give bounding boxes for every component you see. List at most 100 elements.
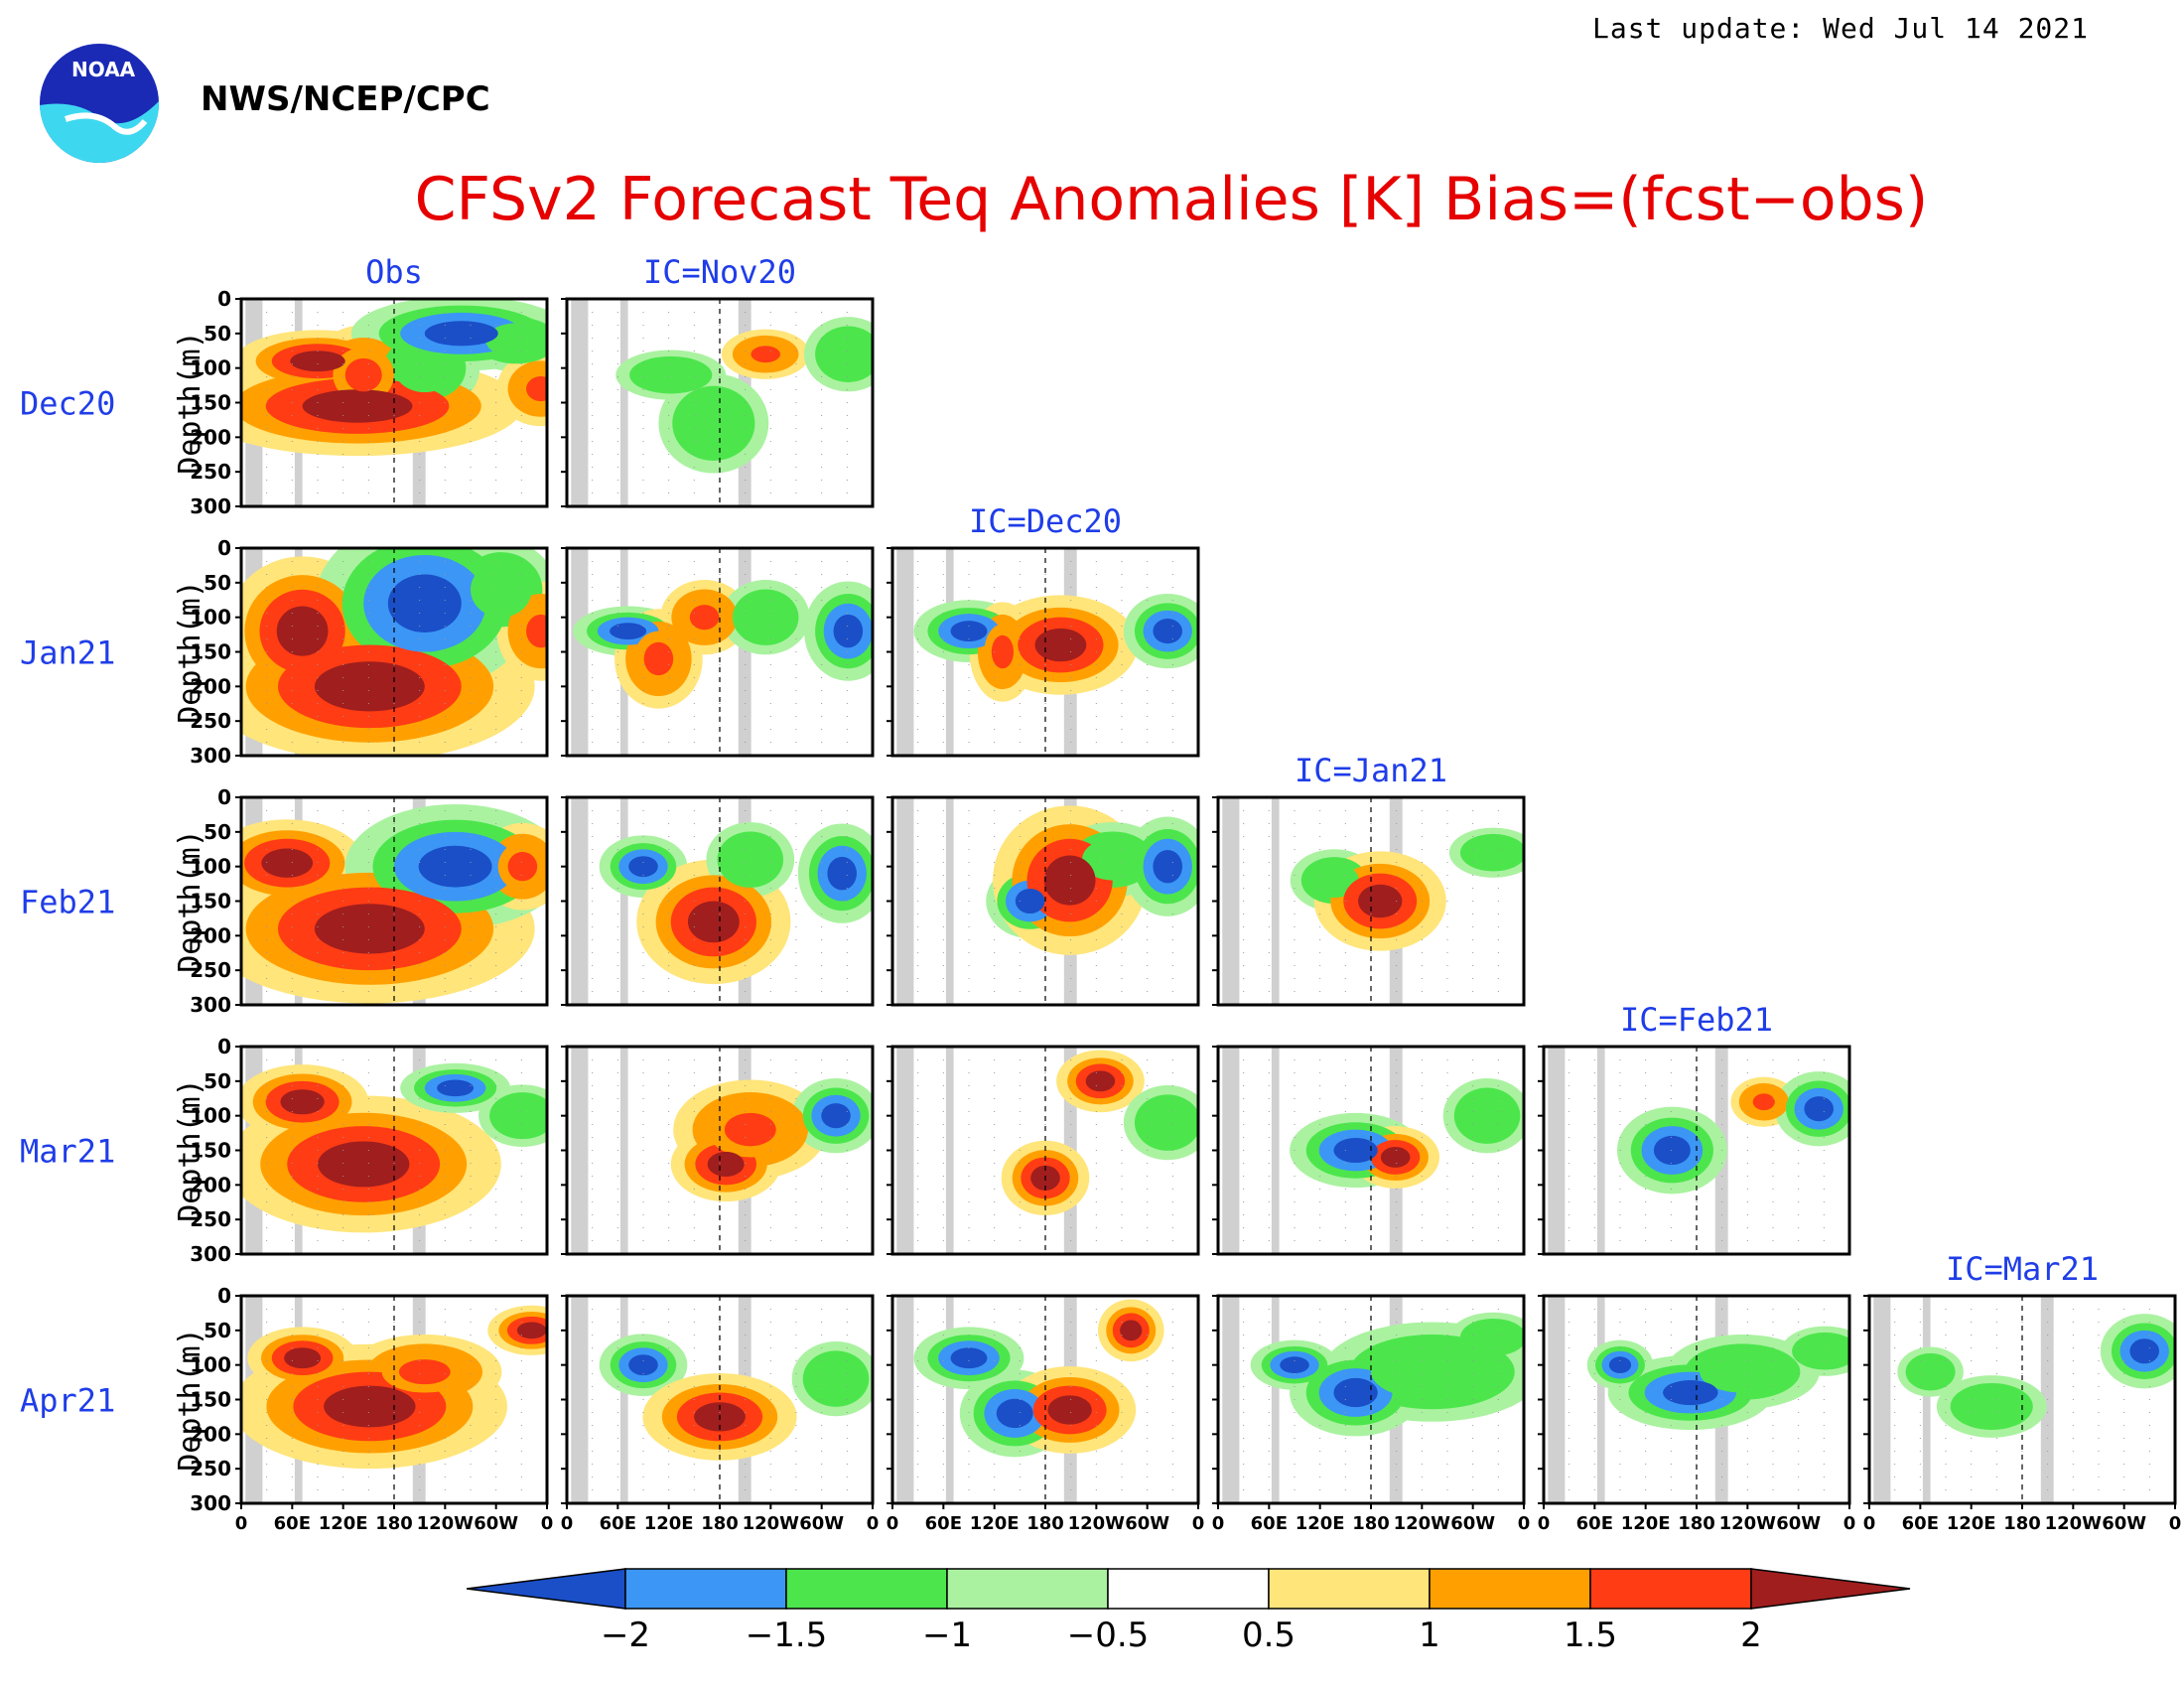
land-mask: [1222, 1047, 1240, 1254]
land-mask: [619, 797, 628, 1005]
x-tick-label: 60W: [1125, 1513, 1169, 1534]
y-tick-label: 50: [204, 1319, 231, 1342]
row-label: Apr21: [20, 1382, 115, 1420]
x-tick-label: 60E: [1902, 1513, 1939, 1534]
y-tick-label: 200: [190, 1422, 231, 1446]
anomaly-contour: [507, 852, 538, 882]
y-tick-label: 150: [190, 391, 231, 415]
panel: 0 50 100 150 200 250 300 Depth(m) 0 60E 120E 180 120…: [173, 1284, 553, 1534]
anomaly-contour: [1478, 844, 1508, 862]
anomaly-contour: [1395, 1354, 1469, 1389]
colorbar-swatch: [1268, 1568, 1431, 1610]
y-tick-label: 100: [190, 1104, 231, 1128]
anomaly-contour: [507, 1105, 538, 1127]
anomaly-contour: [387, 574, 462, 633]
x-tick-label: 0: [1212, 1513, 1225, 1534]
column-title: IC=Jan21: [1295, 752, 1447, 789]
land-mask: [1222, 1296, 1240, 1503]
anomaly-contour: [1085, 1070, 1116, 1092]
x-tick-label: 60W: [474, 1513, 518, 1534]
x-tick-label: 180: [2003, 1513, 2041, 1534]
anomaly-contour: [1810, 1342, 1841, 1360]
column-title: IC=Feb21: [1620, 1001, 1773, 1039]
colorbar-tick-label: 1: [1419, 1616, 1440, 1655]
anomaly-contour: [1380, 1147, 1411, 1168]
colorbar: −2 −1.5 −1 −0.5 0.5 1 1.5 2: [467, 1568, 1911, 1655]
land-mask: [1271, 1047, 1280, 1254]
panel: 0 60E 120E 180 120W 60W 0: [887, 1294, 1205, 1534]
anomaly-contour: [610, 623, 647, 639]
y-tick-label: 100: [190, 855, 231, 879]
land-mask: [1596, 1296, 1605, 1503]
colorbar-tick-label: −1: [922, 1616, 972, 1655]
x-tick-label: 60E: [925, 1513, 962, 1534]
y-tick-label: 150: [190, 1139, 231, 1163]
x-tick-label: 60E: [1251, 1513, 1288, 1534]
anomaly-contour: [996, 1398, 1033, 1429]
y-tick-label: 200: [190, 923, 231, 947]
anomaly-contour: [695, 406, 733, 441]
anomaly-contour: [1608, 1356, 1632, 1374]
y-tick-label: 300: [190, 494, 231, 518]
anomaly-contour: [751, 346, 780, 363]
anomaly-contour: [276, 606, 329, 656]
x-tick-label: 120W: [417, 1513, 475, 1534]
anomaly-contour: [1153, 849, 1182, 884]
land-mask: [1548, 1047, 1566, 1254]
anomaly-contour: [950, 621, 988, 642]
y-tick-label: 0: [217, 785, 231, 809]
column-title: IC=Dec20: [969, 502, 1122, 540]
land-mask: [619, 1296, 628, 1503]
x-tick-label: 60E: [274, 1513, 311, 1534]
panel: [561, 1045, 875, 1256]
x-tick-label: 0: [1192, 1513, 1205, 1534]
anomaly-contour: [1047, 1395, 1092, 1425]
column-title: IC=Mar21: [1946, 1250, 2099, 1288]
anomaly-contour: [1358, 884, 1403, 918]
anomaly-contour: [1752, 1093, 1775, 1111]
y-tick-label: 300: [190, 744, 231, 768]
x-tick-label: 60W: [799, 1513, 844, 1534]
anomaly-contour: [628, 1354, 658, 1376]
anomaly-contour: [302, 389, 413, 423]
land-mask: [571, 1296, 589, 1503]
colorbar-tick-label: 1.5: [1564, 1616, 1617, 1655]
panel: [1212, 1045, 1526, 1256]
land-mask: [945, 1047, 954, 1254]
panel: IC=Nov20: [561, 253, 875, 508]
colorbar-high-arrow: [1750, 1568, 1911, 1610]
land-mask: [1271, 797, 1280, 1005]
column-title: IC=Nov20: [643, 253, 796, 291]
anomaly-contour: [314, 661, 425, 712]
colorbar-tick-label: 2: [1740, 1616, 1762, 1655]
land-mask: [945, 1296, 954, 1503]
y-tick-label: 100: [190, 356, 231, 380]
panel: 0 50 100 150 200 250 300 Depth(m) Obs: [173, 253, 549, 518]
x-tick-label: 0: [1863, 1513, 1876, 1534]
land-mask: [896, 1047, 914, 1254]
y-tick-label: 150: [190, 890, 231, 914]
anomaly-contour: [652, 366, 690, 383]
colorbar-low-arrow: [467, 1568, 626, 1610]
x-tick-label: 120E: [1621, 1513, 1671, 1534]
x-tick-label: 0: [887, 1513, 899, 1534]
x-tick-label: 180: [1026, 1513, 1064, 1534]
anomaly-contour: [833, 614, 864, 648]
colorbar-swatch: [1429, 1568, 1591, 1610]
anomaly-contour: [1333, 1377, 1378, 1408]
x-tick-label: 180: [1678, 1513, 1715, 1534]
y-tick-label: 50: [204, 322, 231, 346]
y-tick-label: 250: [190, 709, 231, 733]
anomaly-contour: [724, 1112, 776, 1147]
y-axis-label: Depth(m): [173, 1328, 207, 1472]
anomaly-contour: [418, 845, 492, 888]
anomaly-contour: [736, 847, 765, 873]
anomaly-contour: [516, 1322, 547, 1339]
anomaly-contour: [2129, 1338, 2159, 1364]
y-axis-label: Depth(m): [173, 580, 207, 724]
anomaly-contour: [526, 376, 547, 402]
anomaly-contour: [1153, 619, 1182, 644]
x-tick-label: 120W: [1719, 1513, 1777, 1534]
x-tick-label: 0: [235, 1513, 248, 1534]
anomaly-contour: [1653, 1135, 1691, 1166]
